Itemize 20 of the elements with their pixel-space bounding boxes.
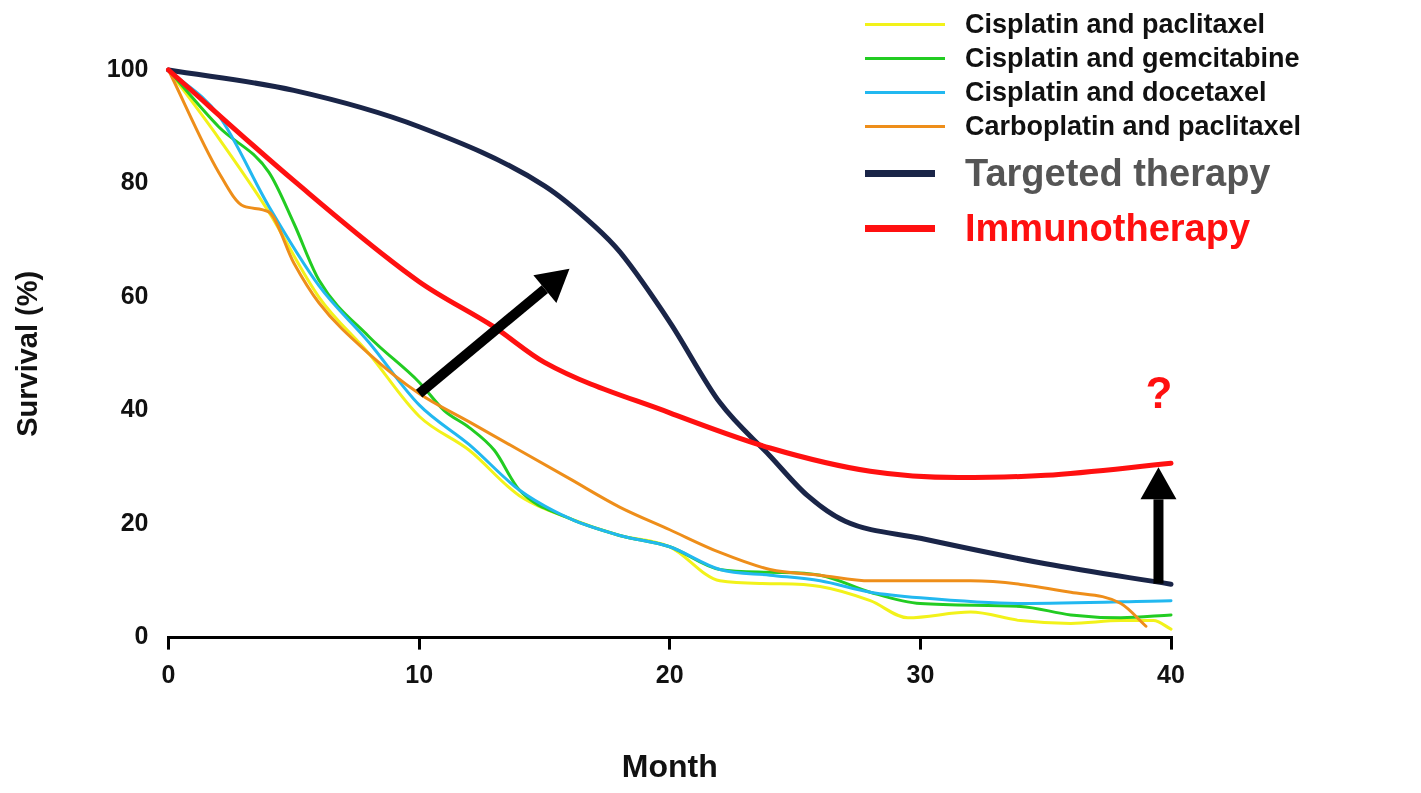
y-axis-title: Survival (%) (11, 270, 44, 437)
legend-label: Cisplatin and docetaxel (965, 77, 1267, 108)
x-tick-label: 0 (161, 660, 176, 689)
y-tick-label: 40 (120, 394, 149, 423)
legend-label: Carboplatin and paclitaxel (965, 111, 1302, 142)
x-tick-label: 40 (1157, 660, 1185, 689)
y-tick-label: 100 (106, 53, 149, 82)
legend-label: Cisplatin and gemcitabine (965, 43, 1300, 74)
y-tick-label: 60 (120, 280, 149, 309)
x-tick-label: 20 (655, 660, 684, 689)
legend-label: Targeted therapy (965, 152, 1271, 195)
y-tick-label: 80 (120, 167, 149, 196)
legend-label: Cisplatin and paclitaxel (965, 9, 1266, 40)
x-axis-title: Month (621, 747, 718, 784)
x-tick-label: 30 (906, 660, 935, 689)
annotation: ? (1145, 368, 1173, 418)
legend-label: Immunotherapy (965, 207, 1251, 250)
y-tick-label: 0 (134, 621, 149, 650)
x-tick-label: 10 (405, 660, 434, 689)
y-tick-label: 20 (120, 507, 149, 536)
